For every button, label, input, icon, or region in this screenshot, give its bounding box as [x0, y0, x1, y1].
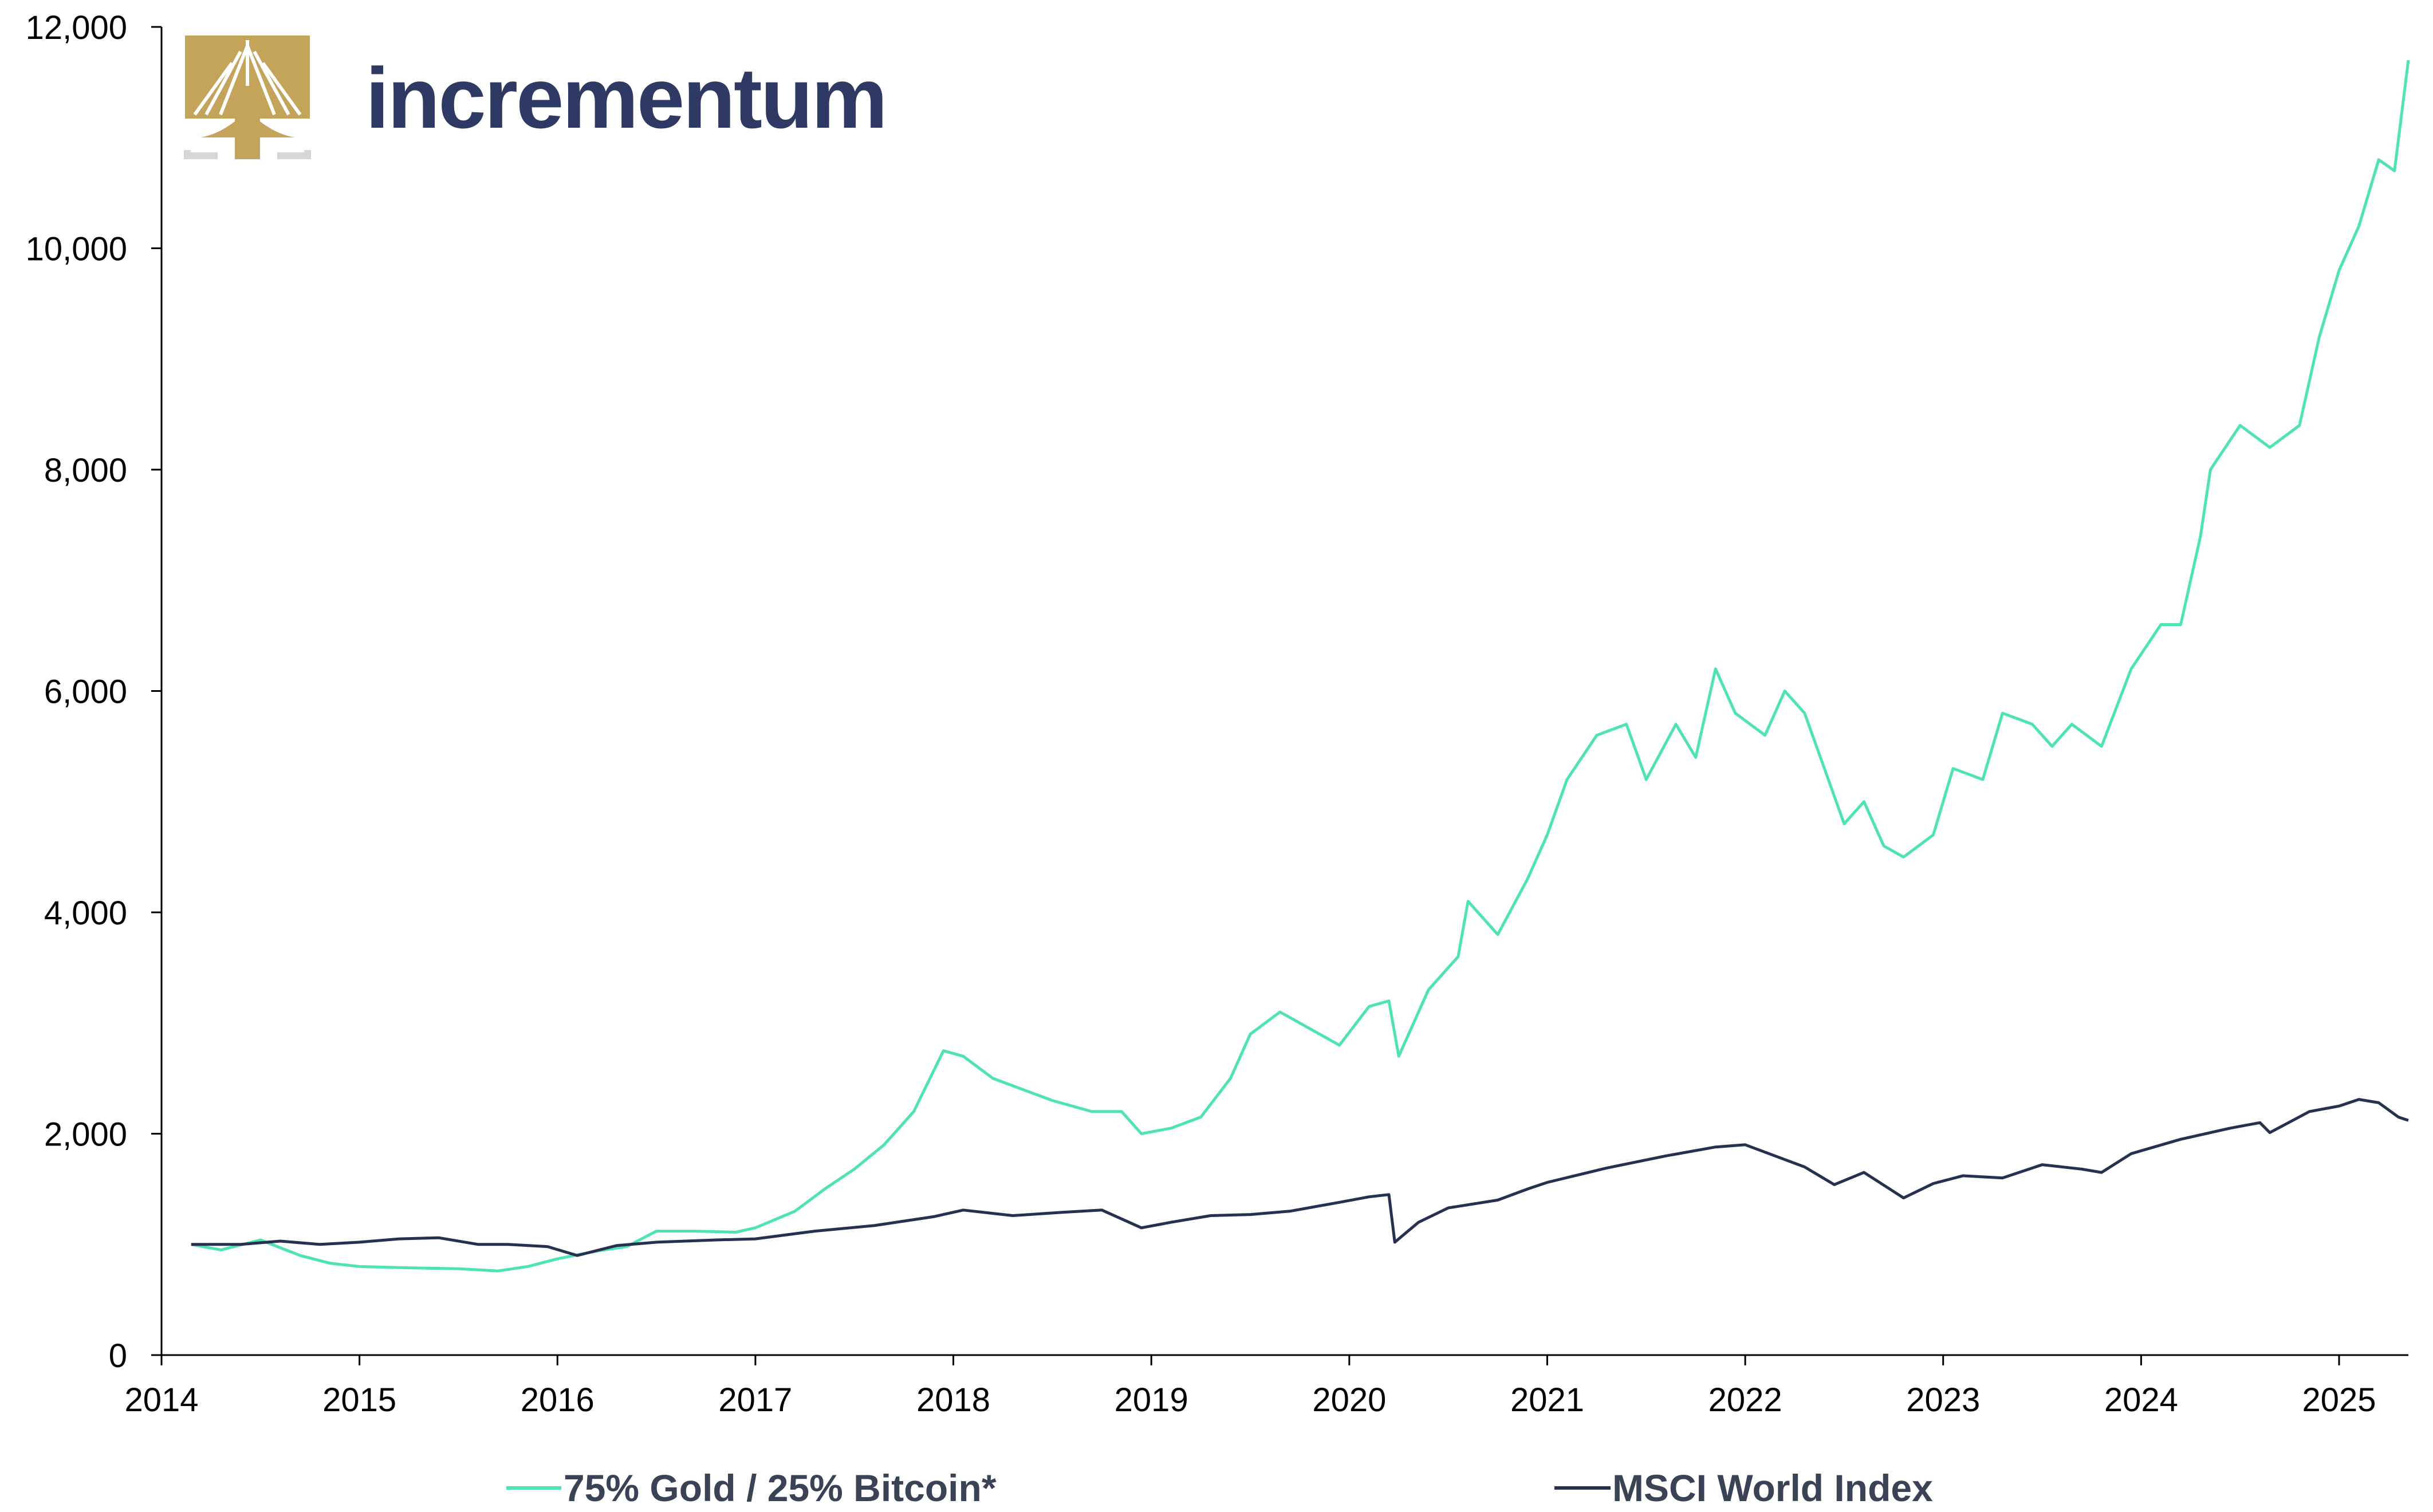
series-lines — [191, 60, 2410, 1273]
x-tick-label: 2020 — [1312, 1381, 1386, 1419]
x-tick-label: 2022 — [1708, 1381, 1782, 1419]
y-tick-label: 2,000 — [44, 1116, 127, 1153]
logo-text: incrementum — [365, 50, 886, 146]
series-line-msci — [191, 1098, 2409, 1257]
series-line-gold-bitcoin — [191, 60, 2410, 1273]
y-tick-label: 10,000 — [26, 231, 127, 268]
x-tick-label: 2015 — [322, 1381, 396, 1419]
x-tick-label: 2018 — [916, 1381, 990, 1419]
x-tick-label: 2017 — [718, 1381, 792, 1419]
legend-label-msci: MSCI World Index — [1612, 1467, 1933, 1509]
y-tick-label: 4,000 — [44, 895, 127, 932]
x-tick-label: 2016 — [521, 1381, 595, 1419]
y-tick-label: 0 — [109, 1337, 127, 1375]
legend: 75% Gold / 25% Bitcoin* MSCI World Index — [506, 1467, 1933, 1509]
legend-item-gold-bitcoin: 75% Gold / 25% Bitcoin* — [506, 1467, 997, 1509]
logo: incrementum — [184, 36, 888, 159]
axes — [151, 26, 2408, 1365]
y-tick-labels: 0 2,000 4,000 6,000 8,000 10,000 12,000 — [26, 9, 127, 1375]
tree-logo-icon — [184, 36, 311, 159]
x-tick-label: 2021 — [1510, 1381, 1584, 1419]
x-tick-label: 2014 — [124, 1381, 198, 1419]
y-tick-label: 6,000 — [44, 674, 127, 711]
x-tick-label: 2019 — [1115, 1381, 1188, 1419]
x-tick-label: 2023 — [1906, 1381, 1980, 1419]
legend-label-gold-bitcoin: 75% Gold / 25% Bitcoin* — [564, 1467, 997, 1509]
legend-item-msci: MSCI World Index — [1554, 1467, 1933, 1509]
y-tick-label: 12,000 — [26, 9, 127, 46]
x-tick-label: 2025 — [2302, 1381, 2376, 1419]
x-tick-labels: 2014 2015 2016 2017 2018 2019 2020 2021 2022 2023… — [124, 1381, 2376, 1419]
y-tick-label: 8,000 — [44, 452, 127, 489]
x-tick-label: 2024 — [2104, 1381, 2178, 1419]
